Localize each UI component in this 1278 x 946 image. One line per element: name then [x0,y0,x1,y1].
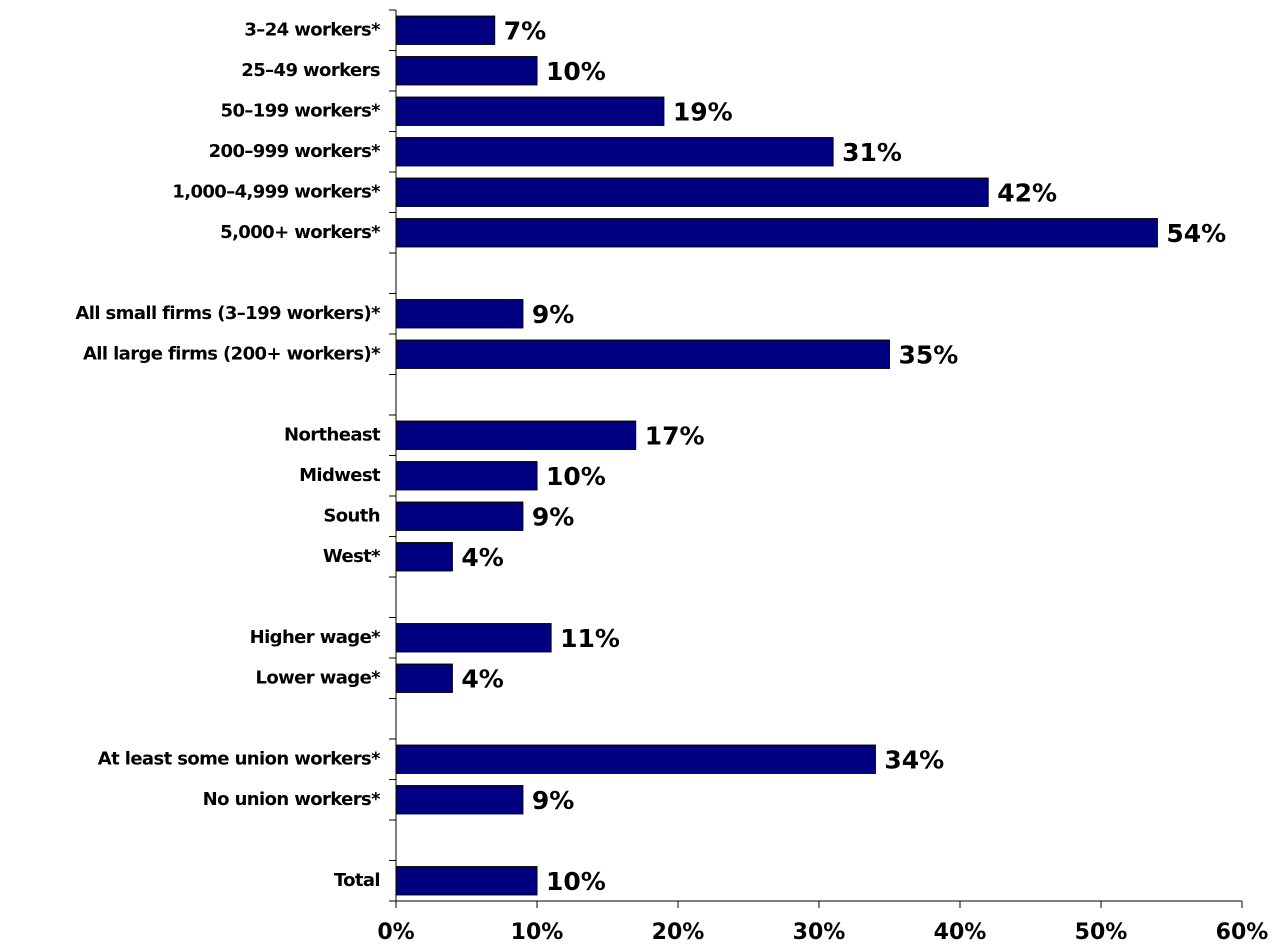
value-label: 19% [673,97,733,126]
category-label: At least some union workers* [98,748,381,769]
bar [395,15,496,45]
bar [395,218,1158,248]
x-tick-label: 50% [1075,920,1128,945]
bar [395,744,876,774]
bar [395,137,834,167]
bar [395,299,524,329]
value-label: 11% [560,624,620,653]
category-label: South [323,505,380,526]
category-label: Midwest [299,465,381,486]
bar [395,56,538,86]
bar [395,785,524,815]
value-label: 10% [546,462,606,491]
x-tick-label: 40% [934,920,987,945]
bar [395,623,552,653]
category-label: All small firms (3–199 workers)* [75,303,381,324]
x-tick-label: 20% [652,920,705,945]
category-label: 3–24 workers* [244,19,381,40]
value-label: 4% [461,664,503,693]
x-tick-label: 30% [793,920,846,945]
category-label: 200–999 workers* [209,141,382,162]
category-label: 5,000+ workers* [220,222,381,243]
category-label: Lower wage* [256,667,382,688]
category-label: All large firms (200+ workers)* [83,343,381,364]
x-tick-label: 60% [1216,920,1269,945]
category-label: 1,000–4,999 workers* [172,181,381,202]
value-label: 34% [884,745,944,774]
category-label: No union workers* [203,789,382,810]
value-label: 7% [504,16,546,45]
value-label: 9% [532,502,574,531]
bar [395,461,538,491]
bar [395,501,524,531]
bar [395,177,989,207]
value-label: 4% [461,543,503,572]
value-label: 31% [842,138,902,167]
value-label: 35% [899,340,959,369]
category-label: 50–199 workers* [221,100,382,121]
category-label: Total [334,870,380,891]
bar [395,663,453,693]
category-label: Northeast [284,424,381,445]
value-label: 9% [532,786,574,815]
x-tick-label: 10% [511,920,564,945]
bar [395,542,453,572]
bar [395,866,538,896]
value-label: 10% [546,57,606,86]
bar [395,420,637,450]
value-label: 54% [1166,219,1226,248]
category-label: Higher wage* [250,627,382,648]
value-label: 17% [645,421,705,450]
bar [395,96,665,126]
value-label: 10% [546,867,606,896]
x-tick-label: 0% [377,920,414,945]
category-label: 25–49 workers [241,60,380,81]
bar [395,339,890,369]
value-label: 9% [532,300,574,329]
value-label: 42% [997,178,1057,207]
category-label: West* [323,546,381,567]
